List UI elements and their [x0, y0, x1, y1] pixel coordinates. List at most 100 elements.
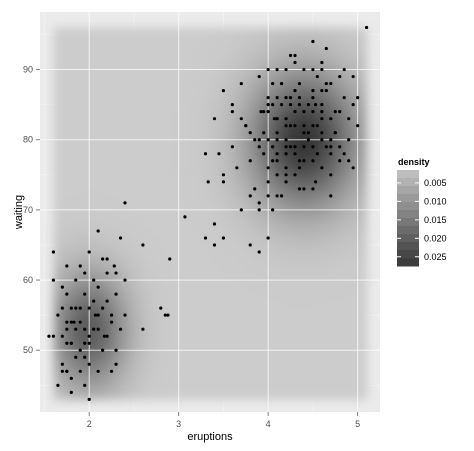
density-cell — [305, 358, 313, 366]
density-cell — [148, 172, 157, 180]
data-point — [96, 229, 100, 233]
density-cell — [250, 41, 259, 49]
density-cell — [155, 165, 163, 173]
density-cell — [339, 358, 347, 366]
density-cell — [216, 82, 225, 91]
density-cell — [101, 323, 109, 332]
density-cell — [325, 296, 334, 304]
density-cell — [87, 116, 95, 125]
density-cell — [244, 364, 252, 373]
density-cell — [80, 178, 89, 187]
density-cell — [284, 302, 293, 311]
density-cell — [210, 61, 218, 70]
density-cell — [114, 137, 123, 146]
data-point — [284, 180, 288, 184]
density-cell — [312, 351, 320, 359]
density-cell — [87, 82, 95, 91]
data-point — [293, 53, 297, 58]
density-cell — [318, 137, 327, 146]
density-cell — [80, 275, 89, 283]
density-cell — [332, 68, 340, 77]
density-cell — [155, 213, 163, 221]
data-point — [183, 215, 187, 219]
density-cell — [107, 68, 116, 77]
density-cell — [175, 54, 184, 63]
density-cell — [223, 309, 232, 318]
density-cell — [80, 227, 89, 235]
density-cell — [359, 96, 368, 104]
density-cell — [189, 282, 197, 290]
density-cell — [230, 213, 238, 221]
density-cell — [250, 364, 259, 373]
density-cell — [346, 34, 354, 42]
density-cell — [332, 392, 340, 400]
density-cell — [210, 165, 218, 173]
density-cell — [80, 130, 89, 139]
data-point — [315, 152, 319, 156]
density-cell — [318, 344, 327, 352]
density-cell — [278, 234, 286, 242]
density-cell — [53, 199, 61, 208]
density-cell — [175, 130, 184, 139]
density-cell — [250, 247, 259, 256]
density-cell — [60, 240, 68, 249]
density-cell — [332, 371, 340, 380]
density-cell — [244, 358, 252, 366]
density-cell — [80, 234, 89, 242]
density-cell — [80, 302, 89, 311]
density-cell — [53, 89, 61, 97]
density-cell — [60, 330, 68, 338]
density-cell — [250, 275, 259, 283]
density-cell — [128, 289, 136, 297]
density-cell — [128, 165, 136, 173]
density-cell — [196, 82, 204, 91]
density-cell — [203, 378, 211, 387]
density-cell — [162, 302, 170, 311]
density-cell — [169, 110, 177, 118]
density-cell — [346, 89, 354, 97]
density-cell — [135, 344, 143, 352]
density-cell — [94, 254, 102, 263]
density-cell — [298, 289, 306, 297]
density-cell — [67, 137, 75, 146]
density-cell — [271, 378, 279, 387]
density-cell — [223, 199, 232, 208]
data-point — [60, 285, 64, 289]
density-cell — [182, 192, 191, 201]
density-cell — [352, 213, 361, 221]
density-cell — [257, 151, 266, 159]
density-cell — [332, 323, 340, 332]
density-cell — [80, 337, 89, 345]
density-cell — [216, 178, 225, 187]
density-cell — [298, 282, 306, 290]
density-cell — [325, 316, 334, 325]
density-cell — [359, 268, 368, 276]
density-cell — [189, 254, 197, 263]
density-cell — [291, 268, 300, 276]
density-cell — [141, 392, 150, 400]
data-point — [123, 201, 127, 205]
density-cell — [210, 178, 218, 187]
data-point — [275, 159, 279, 163]
density-cell — [244, 151, 252, 159]
data-point — [166, 313, 170, 317]
data-point — [114, 271, 118, 275]
density-cell — [339, 316, 347, 325]
density-cell — [230, 351, 238, 359]
density-cell — [162, 68, 170, 77]
legend-label: 0.010 — [424, 196, 447, 206]
density-cell — [210, 123, 218, 132]
density-cell — [196, 68, 204, 77]
density-cell — [148, 158, 157, 166]
density-cell — [339, 371, 347, 380]
density-cell — [359, 172, 368, 180]
density-cell — [128, 48, 136, 56]
density-cell — [67, 110, 75, 118]
density-cell — [87, 344, 95, 352]
density-cell — [325, 82, 334, 91]
density-cell — [318, 254, 327, 263]
density-cell — [359, 358, 368, 366]
data-point — [212, 243, 217, 247]
density-cell — [230, 261, 238, 270]
